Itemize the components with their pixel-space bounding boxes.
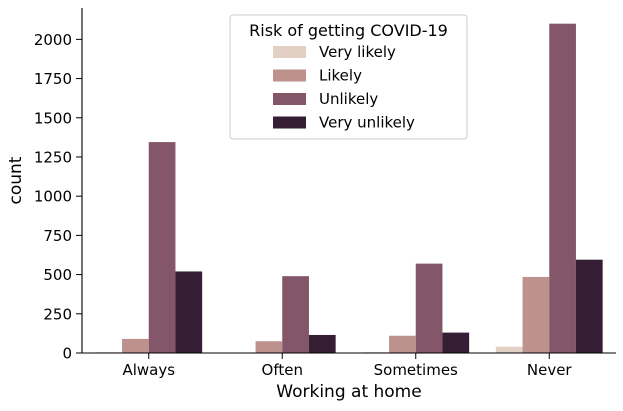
legend-swatch-likely [273, 70, 306, 82]
bar-likely-sometimes [389, 336, 416, 353]
x-ticks: Always Often Sometimes Never [122, 353, 572, 379]
legend-swatch-very-likely [273, 46, 306, 58]
bar-very-likely-never [496, 347, 523, 353]
x-tick-label: Never [527, 361, 573, 379]
y-tick-label: 2000 [34, 31, 72, 49]
bar-unlikely-often [282, 276, 309, 353]
x-tick-label: Often [262, 361, 303, 379]
x-axis-label: Working at home [276, 382, 421, 402]
legend: Risk of getting COVID-19 Very likely Like… [230, 15, 467, 139]
bar-very-unlikely-always [175, 271, 202, 353]
y-ticks: 0 250 500 750 1000 1250 1500 1750 2000 [34, 31, 82, 363]
bar-likely-always [122, 339, 149, 353]
bar-unlikely-never [549, 24, 576, 353]
bar-likely-often [256, 341, 283, 353]
y-tick-label: 750 [43, 227, 72, 245]
y-tick-label: 1000 [34, 188, 72, 206]
legend-swatch-very-unlikely [273, 117, 306, 129]
legend-title: Risk of getting COVID-19 [249, 21, 448, 40]
x-tick-label: Sometimes [374, 361, 458, 379]
bar-unlikely-sometimes [416, 264, 443, 353]
y-axis-label: count [6, 156, 26, 204]
bar-very-unlikely-often [309, 335, 336, 353]
bar-very-unlikely-sometimes [442, 333, 469, 353]
legend-label-likely: Likely [319, 67, 362, 85]
x-tick-label: Always [122, 361, 175, 379]
y-tick-label: 1250 [34, 148, 72, 166]
bar-unlikely-always [149, 142, 176, 353]
bar-likely-never [523, 277, 550, 353]
y-tick-label: 1500 [34, 109, 72, 127]
y-tick-label: 1750 [34, 70, 72, 88]
y-tick-label: 0 [62, 345, 72, 363]
legend-label-unlikely: Unlikely [319, 90, 378, 108]
bar-very-unlikely-never [576, 260, 603, 353]
legend-label-very-likely: Very likely [319, 43, 396, 61]
legend-swatch-unlikely [273, 93, 306, 105]
y-tick-label: 250 [43, 305, 72, 323]
y-tick-label: 500 [43, 266, 72, 284]
legend-label-very-unlikely: Very unlikely [319, 114, 415, 132]
